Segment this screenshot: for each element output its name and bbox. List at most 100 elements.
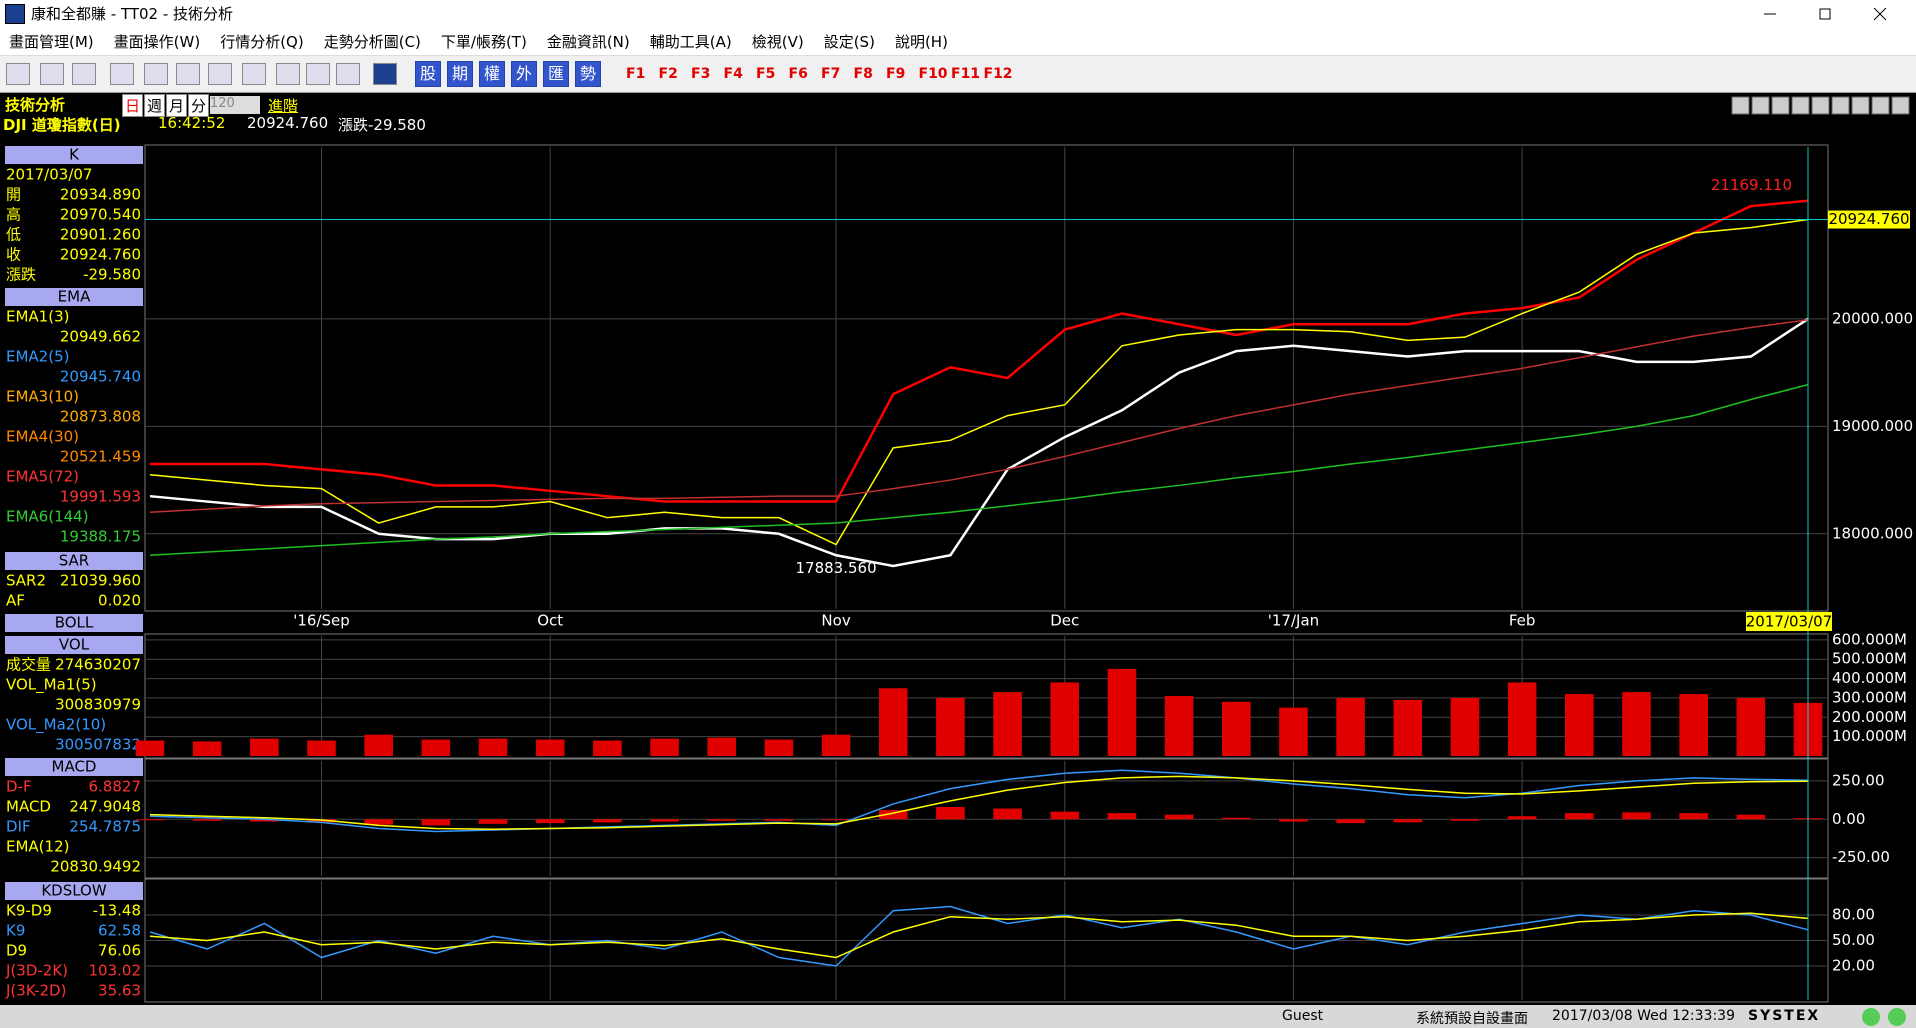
row-value: 0.020	[98, 592, 141, 610]
period-tab[interactable]: 週	[144, 94, 166, 117]
line	[149, 319, 1809, 514]
function-key[interactable]: F8	[853, 66, 873, 82]
bar	[1736, 697, 1766, 756]
tool-icon[interactable]	[110, 63, 134, 85]
period-tab[interactable]: 日	[122, 94, 144, 117]
menu-item[interactable]: 設定(S)	[823, 32, 875, 51]
row-label: EMA3(10)	[6, 388, 79, 406]
count-dropdown[interactable]: 120	[210, 96, 260, 114]
tool-icon[interactable]	[72, 63, 96, 85]
tool-icon[interactable]	[208, 63, 232, 85]
function-key[interactable]: F12	[983, 66, 1013, 82]
bar	[1221, 701, 1251, 756]
line	[149, 218, 1809, 546]
function-key[interactable]: F4	[723, 66, 743, 82]
section-title: K	[69, 146, 80, 164]
quote-time: 16:42:52	[158, 114, 226, 132]
quick-button[interactable]: 股	[415, 61, 441, 87]
line	[149, 905, 1809, 967]
function-key[interactable]: F10	[918, 66, 948, 82]
bar	[1336, 819, 1365, 824]
x-tick-label: Feb	[1509, 612, 1536, 630]
line	[149, 775, 1809, 830]
tool-icon[interactable]	[6, 63, 30, 85]
bar	[535, 739, 565, 756]
section-title: SAR	[59, 552, 89, 570]
quick-button[interactable]: 權	[479, 61, 505, 87]
function-key[interactable]: F5	[756, 66, 776, 82]
row-label: EMA5(72)	[6, 468, 79, 486]
panel-button[interactable]	[1731, 96, 1750, 115]
bar	[192, 819, 222, 821]
row-value: 300830979	[55, 696, 141, 714]
quick-button[interactable]: 勢	[575, 61, 601, 87]
menu-item[interactable]: 畫面管理(M)	[9, 32, 94, 51]
row-label: EMA2(5)	[6, 348, 69, 366]
quick-button[interactable]: 外	[511, 61, 537, 87]
panel-button[interactable]	[1771, 96, 1790, 115]
menu-item[interactable]: 行情分析(Q)	[220, 32, 304, 51]
quote-change: 漲跌-29.580	[338, 116, 426, 134]
function-key[interactable]: F11	[951, 66, 981, 82]
y-tick-label: 20000.000	[1832, 309, 1913, 327]
tool-icon[interactable]	[306, 63, 330, 85]
panel-button[interactable]	[1811, 96, 1830, 115]
line	[149, 317, 1809, 568]
panel-button[interactable]	[1751, 96, 1770, 115]
function-key[interactable]: F1	[626, 66, 646, 82]
panel-button[interactable]	[1871, 96, 1890, 115]
panel-frame	[144, 144, 1829, 612]
panel-button[interactable]	[1891, 96, 1910, 115]
line	[149, 769, 1809, 833]
x-tick-label: 2017/03/07	[1746, 613, 1832, 631]
bar	[1679, 694, 1708, 756]
status-layout: 系統預設自設畫面	[1416, 1011, 1528, 1027]
y-tick-label: 200.000M	[1832, 708, 1907, 726]
line	[149, 912, 1809, 959]
bar	[1450, 697, 1480, 756]
panel-button[interactable]	[1791, 96, 1810, 115]
menu-item[interactable]: 輔助工具(A)	[649, 32, 732, 51]
bar	[707, 737, 737, 756]
function-key[interactable]: F6	[788, 66, 808, 82]
status-light	[1888, 1008, 1906, 1026]
panel-frame	[144, 758, 1829, 879]
bar	[1393, 699, 1423, 756]
tool-icon[interactable]	[144, 63, 168, 85]
menu-item[interactable]: 下單/帳務(T)	[440, 32, 527, 51]
tool-icon[interactable]	[40, 63, 64, 85]
bar	[307, 740, 336, 756]
quick-button[interactable]: 匯	[543, 61, 569, 87]
y-tick-label: 500.000M	[1832, 650, 1907, 668]
x-tick-label: '17/Jan	[1268, 612, 1319, 630]
tool-icon[interactable]	[242, 63, 266, 85]
function-key[interactable]: F7	[821, 66, 841, 82]
row-label: SAR2	[6, 572, 46, 590]
tool-icon[interactable]	[276, 63, 300, 85]
window-controls[interactable]	[1736, 0, 1916, 27]
menu-item[interactable]: 走勢分析圖(C)	[323, 32, 421, 51]
advanced-link[interactable]: 進階	[268, 97, 299, 115]
bar	[1622, 812, 1651, 820]
panel-button[interactable]	[1831, 96, 1850, 115]
quick-button[interactable]: 期	[447, 61, 473, 87]
menu-item[interactable]: 畫面操作(W)	[113, 32, 201, 51]
menu-item[interactable]: 金融資訊(N)	[546, 32, 630, 51]
period-tab[interactable]: 月	[166, 94, 188, 117]
panel-button[interactable]	[1851, 96, 1870, 115]
tool-icon[interactable]	[373, 63, 397, 85]
tool-icon[interactable]	[176, 63, 200, 85]
function-key[interactable]: F9	[886, 66, 906, 82]
row-value: 20945.740	[60, 368, 141, 386]
x-tick-label: Nov	[821, 612, 850, 630]
row-value: 35.63	[98, 982, 141, 1000]
menu-item[interactable]: 說明(H)	[894, 32, 948, 51]
row-label: AF	[6, 592, 25, 610]
tool-icon[interactable]	[336, 63, 360, 85]
status-datetime: 2017/03/08 Wed 12:33:39	[1552, 1008, 1735, 1024]
menu-item[interactable]: 檢視(V)	[751, 32, 804, 51]
period-tab[interactable]: 分	[188, 94, 210, 117]
function-key[interactable]: F2	[658, 66, 678, 82]
function-key[interactable]: F3	[691, 66, 711, 82]
status-bar: Guest 系統預設自設畫面 2017/03/08 Wed 12:33:39 S…	[0, 1005, 1916, 1028]
